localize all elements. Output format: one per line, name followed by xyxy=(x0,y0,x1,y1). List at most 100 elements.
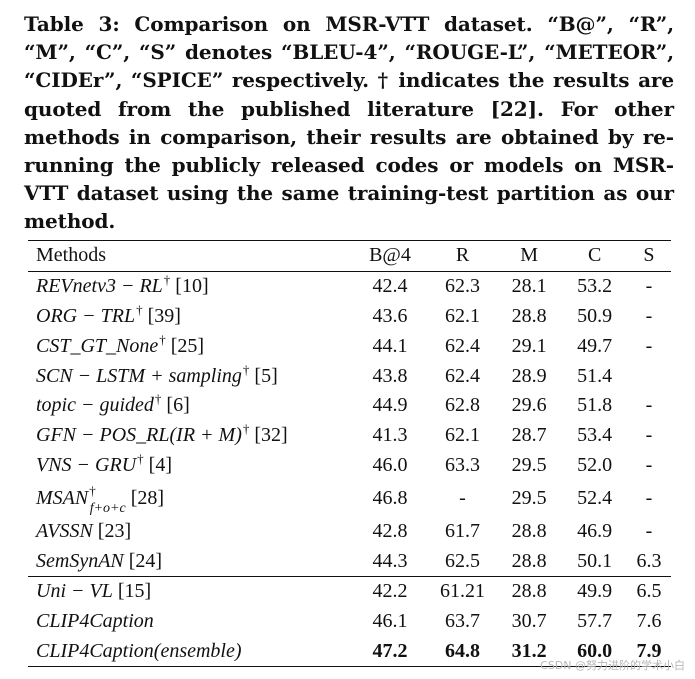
header-methods: Methods xyxy=(36,244,106,267)
rouge-value: 63.3 xyxy=(445,453,480,476)
method-name: SCN − LSTM + sampling xyxy=(36,364,242,387)
dagger-mark: † xyxy=(242,361,250,377)
table-row: topic − guided† [6] 44.9 62.8 29.6 51.8 - xyxy=(28,391,671,421)
citation-ref: [28] xyxy=(130,486,165,509)
header-spice: S xyxy=(643,244,655,267)
citation-ref: [10] xyxy=(175,275,209,298)
header-rouge: R xyxy=(455,244,470,267)
method-name: CLIP4Caption(ensemble) xyxy=(36,639,242,662)
table-row: MSAN† f+o+c [28] 46.8 - 29.5 52.4 - xyxy=(28,480,671,516)
method-cell: VNS − GRU† [4] xyxy=(28,451,351,481)
meteor-value: 28.8 xyxy=(511,549,547,572)
watermark: CSDN @努力进阶的学术小白 xyxy=(540,659,685,672)
cider-value: 50.9 xyxy=(577,304,613,327)
header-meteor: M xyxy=(520,244,539,267)
citation-ref: [25] xyxy=(170,334,205,357)
method-cell: SemSynAN [24] xyxy=(28,546,351,576)
method-cell: topic − guided† [6] xyxy=(28,391,351,421)
table-row: ORG − TRL† [39] 43.6 62.1 28.8 50.9 - xyxy=(28,302,671,332)
method-cell: ORG − TRL† [39] xyxy=(28,302,351,332)
bleu4-value: 43.6 xyxy=(372,304,408,327)
spice-value xyxy=(627,361,671,391)
table-row: VNS − GRU† [4] 46.0 63.3 29.5 52.0 - xyxy=(28,451,671,481)
cider-value: 46.9 xyxy=(577,519,613,542)
citation-ref: [24] xyxy=(128,549,163,572)
bleu4-value: 46.8 xyxy=(372,486,408,509)
citation-ref: [4] xyxy=(148,453,172,476)
bleu4-value: 44.9 xyxy=(372,394,408,417)
bleu4-value: 41.3 xyxy=(372,424,408,447)
table-caption: Table 3: Comparison on MSR-VTT dataset. … xyxy=(24,12,674,234)
bleu4-value: 42.2 xyxy=(350,575,430,607)
spice-value: - xyxy=(645,394,653,417)
rouge-value: 64.8 xyxy=(429,636,496,668)
meteor-value: 29.1 xyxy=(511,334,547,357)
spice-value: 6.3 xyxy=(636,549,662,572)
method-name: VNS − GRU xyxy=(36,453,137,476)
method-name: CLIP4Caption xyxy=(36,610,154,633)
method-name: CST_GT_None xyxy=(36,334,159,357)
method-cell: CLIP4Caption(ensemble) xyxy=(28,636,351,668)
spice-value: 7.6 xyxy=(636,610,662,633)
spice-value: - xyxy=(645,424,653,447)
rouge-value: 62.5 xyxy=(445,549,480,572)
method-name: ORG − TRL xyxy=(36,304,136,327)
method-cell: REVnetv3 − RL† [10] xyxy=(28,271,351,301)
spice-value: - xyxy=(645,519,653,542)
spice-value: - xyxy=(645,304,653,327)
citation-ref: [32] xyxy=(254,424,288,447)
meteor-value: 28.1 xyxy=(511,275,547,298)
spice-value: 6.5 xyxy=(626,575,671,607)
bleu4-value: 42.4 xyxy=(372,275,408,298)
method-cell: MSAN† f+o+c [28] xyxy=(28,480,351,516)
cider-value: 52.0 xyxy=(577,453,613,476)
cider-value: 51.4 xyxy=(577,364,613,387)
dagger-mark: † xyxy=(163,272,171,288)
cider-value: 51.8 xyxy=(577,394,613,417)
cider-value: 52.4 xyxy=(577,486,613,509)
table-row: AVSSN [23] 42.8 61.7 28.8 46.9 - xyxy=(28,516,671,546)
meteor-value: 28.7 xyxy=(511,424,547,447)
citation-ref: [6] xyxy=(166,394,190,417)
method-cell: CST_GT_None† [25] xyxy=(28,331,351,361)
method-name: topic − guided xyxy=(36,394,154,417)
header-bleu4: B@4 xyxy=(369,244,411,267)
cider-value: 49.7 xyxy=(577,334,613,357)
bleu4-value: 42.8 xyxy=(372,519,408,542)
method-cell: SCN − LSTM + sampling† [5] xyxy=(28,361,351,391)
rouge-value: 62.4 xyxy=(445,364,480,387)
meteor-value: 28.9 xyxy=(511,364,547,387)
citation-ref: [15] xyxy=(117,580,152,603)
method-name: REVnetv3 − RL xyxy=(36,275,163,298)
results-table: Methods B@4 R M C S REVnetv3 − RL† [10] 42… xyxy=(28,240,671,668)
bleu4-value: 44.1 xyxy=(372,334,408,357)
dagger-mark: † xyxy=(159,331,166,347)
meteor-value: 29.6 xyxy=(511,394,547,417)
meteor-value: 30.7 xyxy=(511,610,547,633)
table-row: SemSynAN [24] 44.3 62.5 28.8 50.1 6.3 xyxy=(28,546,671,576)
citation-ref: [5] xyxy=(254,364,278,387)
table-row: CST_GT_None† [25] 44.1 62.4 29.1 49.7 - xyxy=(28,331,671,361)
bleu4-value: 46.0 xyxy=(372,453,408,476)
table-row: CLIP4Caption 46.1 63.7 30.7 57.7 7.6 xyxy=(28,607,671,637)
spice-value: - xyxy=(645,453,653,476)
spice-value: - xyxy=(645,334,653,357)
bleu4-value: 43.8 xyxy=(372,364,408,387)
table-row: GFN − POS_RL(IR + M)† [32] 41.3 62.1 28.7 53.… xyxy=(28,421,671,451)
rouge-value: 62.4 xyxy=(445,334,480,357)
header-row: Methods B@4 R M C S xyxy=(28,240,671,272)
bleu4-value: 44.3 xyxy=(372,549,408,572)
bleu4-value: 46.1 xyxy=(372,610,408,633)
meteor-value: 28.8 xyxy=(495,575,563,607)
method-cell: GFN − POS_RL(IR + M)† [32] xyxy=(28,421,351,451)
table-row: CLIP4Caption(ensemble) 47.2 64.8 31.2 60.0 7.… xyxy=(28,636,671,668)
dagger-mark: † xyxy=(137,450,144,466)
method-name: Uni − VL xyxy=(36,580,113,603)
method-name: MSAN xyxy=(36,486,89,509)
spice-value: 7.9 xyxy=(626,636,671,668)
spice-value: - xyxy=(645,486,653,509)
rouge-value: 62.1 xyxy=(445,424,480,447)
rouge-value: 62.8 xyxy=(445,394,480,417)
dagger-mark: † xyxy=(242,421,250,437)
rouge-value: 63.7 xyxy=(445,610,480,633)
